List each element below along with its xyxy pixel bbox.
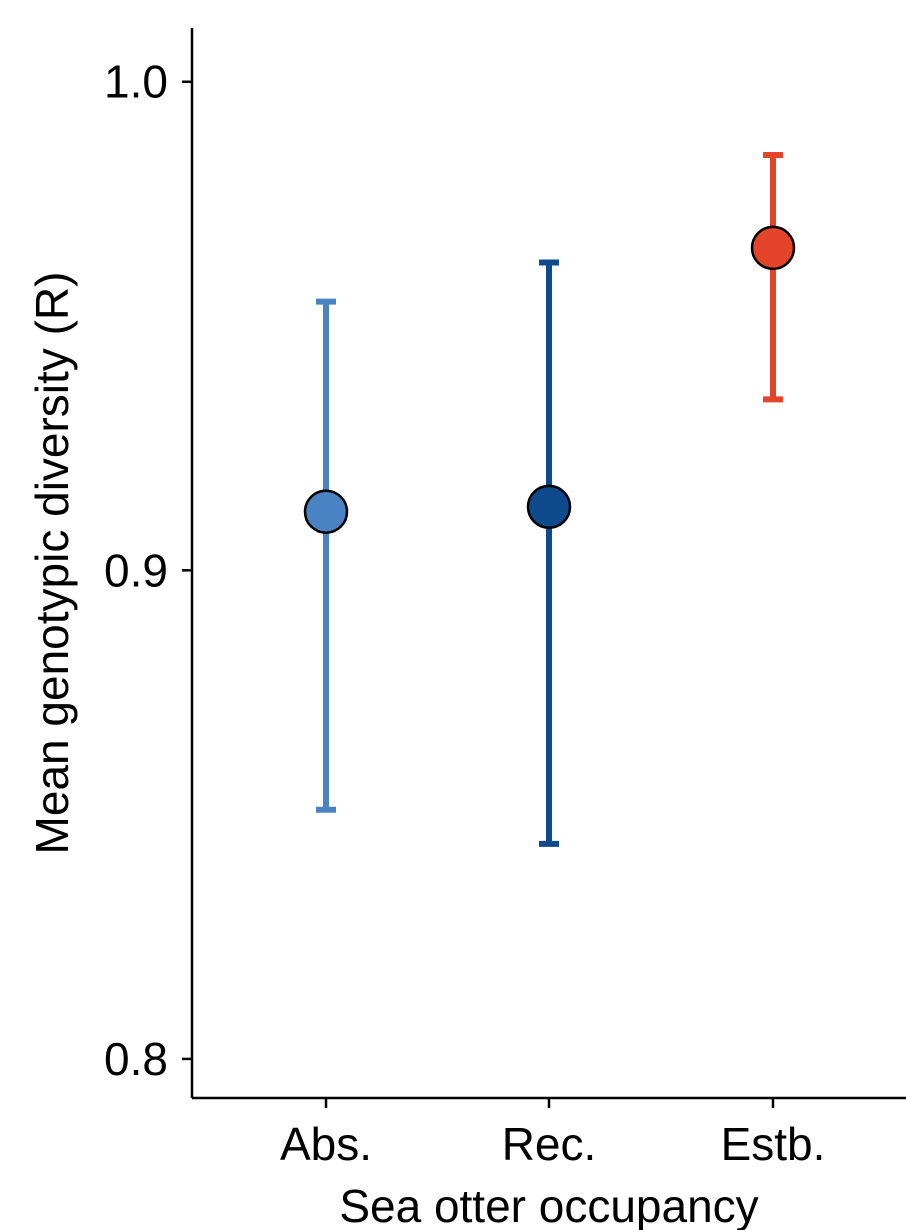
data-point — [750, 225, 796, 271]
y-tick-label: 0.9 — [104, 544, 168, 596]
x-tick-label: Abs. — [280, 1118, 372, 1170]
x-tick-label: Rec. — [502, 1118, 597, 1170]
y-tick-label: 0.8 — [104, 1033, 168, 1085]
data-point — [303, 489, 349, 534]
x-ticks: Abs. Rec. Estb. — [280, 1098, 825, 1170]
x-tick-label: Estb. — [721, 1118, 826, 1170]
y-tick-label: 1.0 — [104, 56, 168, 108]
x-axis-title: Sea otter occupancy — [339, 1180, 758, 1230]
data-marks — [303, 152, 796, 847]
data-point — [526, 484, 572, 530]
y-ticks: 0.8 0.9 1.0 — [104, 56, 192, 1085]
y-axis-title: Mean genotypic diversity (R) — [26, 272, 78, 855]
